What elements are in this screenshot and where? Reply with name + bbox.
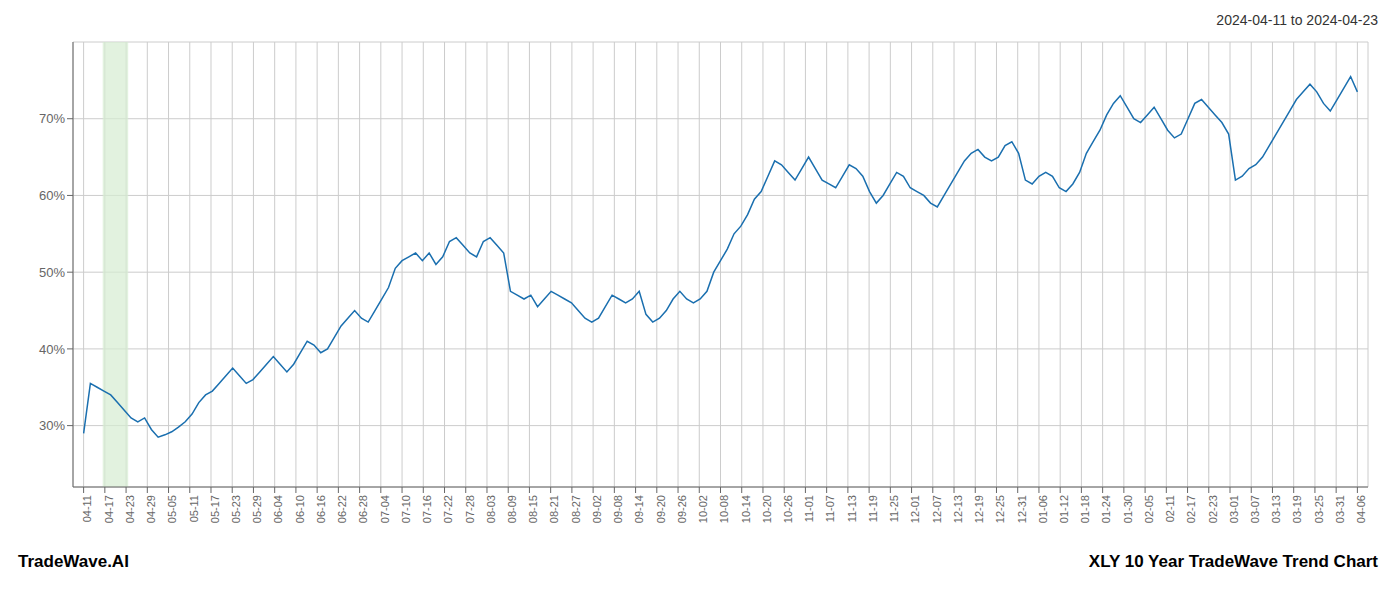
svg-text:09-14: 09-14 <box>633 495 645 523</box>
svg-text:04-17: 04-17 <box>103 495 115 523</box>
svg-text:06-16: 06-16 <box>315 495 327 523</box>
svg-text:11-19: 11-19 <box>867 495 879 522</box>
svg-text:01-06: 01-06 <box>1037 495 1049 523</box>
svg-text:08-27: 08-27 <box>570 495 582 523</box>
svg-text:01-12: 01-12 <box>1058 495 1070 523</box>
svg-text:08-03: 08-03 <box>485 495 497 523</box>
svg-text:09-20: 09-20 <box>655 495 667 523</box>
svg-text:07-04: 07-04 <box>379 495 391 523</box>
svg-text:03-31: 03-31 <box>1334 495 1346 523</box>
svg-text:05-11: 05-11 <box>188 495 200 522</box>
svg-text:40%: 40% <box>39 342 65 357</box>
svg-text:07-10: 07-10 <box>400 495 412 523</box>
svg-text:11-01: 11-01 <box>803 495 815 522</box>
svg-text:05-17: 05-17 <box>209 495 221 523</box>
svg-text:11-25: 11-25 <box>888 495 900 522</box>
html-text:TradeWave.AI: TradeWave.AI <box>18 552 129 571</box>
svg-text:60%: 60% <box>39 188 65 203</box>
svg-text:01-18: 01-18 <box>1079 495 1091 523</box>
svg-text:50%: 50% <box>39 265 65 280</box>
svg-text:08-21: 08-21 <box>548 495 560 523</box>
svg-text:10-02: 10-02 <box>697 495 709 523</box>
svg-text:12-19: 12-19 <box>973 495 985 523</box>
svg-text:10-20: 10-20 <box>761 495 773 523</box>
svg-text:70%: 70% <box>39 111 65 126</box>
svg-text:04-11: 04-11 <box>81 495 93 522</box>
svg-text:04-29: 04-29 <box>145 495 157 523</box>
svg-text:08-09: 08-09 <box>506 495 518 523</box>
svg-text:05-23: 05-23 <box>230 495 242 523</box>
svg-text:06-22: 06-22 <box>336 495 348 523</box>
svg-text:10-08: 10-08 <box>718 495 730 523</box>
svg-text:02-11: 02-11 <box>1164 495 1176 522</box>
svg-text:12-07: 12-07 <box>931 495 943 523</box>
svg-text:05-29: 05-29 <box>251 495 263 523</box>
svg-text:08-15: 08-15 <box>527 495 539 523</box>
html-text:2024-04-11 to 2024-04-23: 2024-04-11 to 2024-04-23 <box>1216 12 1378 28</box>
svg-text:12-01: 12-01 <box>909 495 921 523</box>
svg-text:12-25: 12-25 <box>994 495 1006 523</box>
svg-text:02-23: 02-23 <box>1207 495 1219 523</box>
svg-text:05-05: 05-05 <box>166 495 178 523</box>
svg-text:01-24: 01-24 <box>1100 495 1112 523</box>
svg-text:03-19: 03-19 <box>1292 495 1304 523</box>
svg-text:03-07: 03-07 <box>1249 495 1261 523</box>
svg-text:10-26: 10-26 <box>782 495 794 523</box>
svg-text:11-13: 11-13 <box>846 495 858 522</box>
svg-text:07-16: 07-16 <box>421 495 433 523</box>
svg-text:06-10: 06-10 <box>294 495 306 523</box>
svg-text:12-31: 12-31 <box>1016 495 1028 523</box>
svg-text:04-06: 04-06 <box>1355 495 1367 523</box>
svg-text:01-30: 01-30 <box>1122 495 1134 523</box>
svg-text:02-17: 02-17 <box>1185 495 1197 523</box>
svg-text:09-08: 09-08 <box>612 495 624 523</box>
svg-text:12-13: 12-13 <box>952 495 964 523</box>
svg-text:04-23: 04-23 <box>124 495 136 523</box>
svg-text:03-25: 03-25 <box>1313 495 1325 523</box>
svg-text:30%: 30% <box>39 418 65 433</box>
svg-text:03-01: 03-01 <box>1228 495 1240 523</box>
svg-text:02-05: 02-05 <box>1143 495 1155 523</box>
svg-text:11-07: 11-07 <box>824 495 836 522</box>
svg-text:06-28: 06-28 <box>357 495 369 523</box>
svg-text:09-26: 09-26 <box>676 495 688 523</box>
svg-text:07-22: 07-22 <box>442 495 454 523</box>
svg-text:09-02: 09-02 <box>591 495 603 523</box>
svg-text:07-28: 07-28 <box>464 495 476 523</box>
svg-text:03-13: 03-13 <box>1270 495 1282 523</box>
svg-text:10-14: 10-14 <box>740 495 752 523</box>
svg-text:06-04: 06-04 <box>272 495 284 523</box>
html-text:XLY 10 Year TradeWave Trend Ch: XLY 10 Year TradeWave Trend Chart <box>1088 552 1378 571</box>
